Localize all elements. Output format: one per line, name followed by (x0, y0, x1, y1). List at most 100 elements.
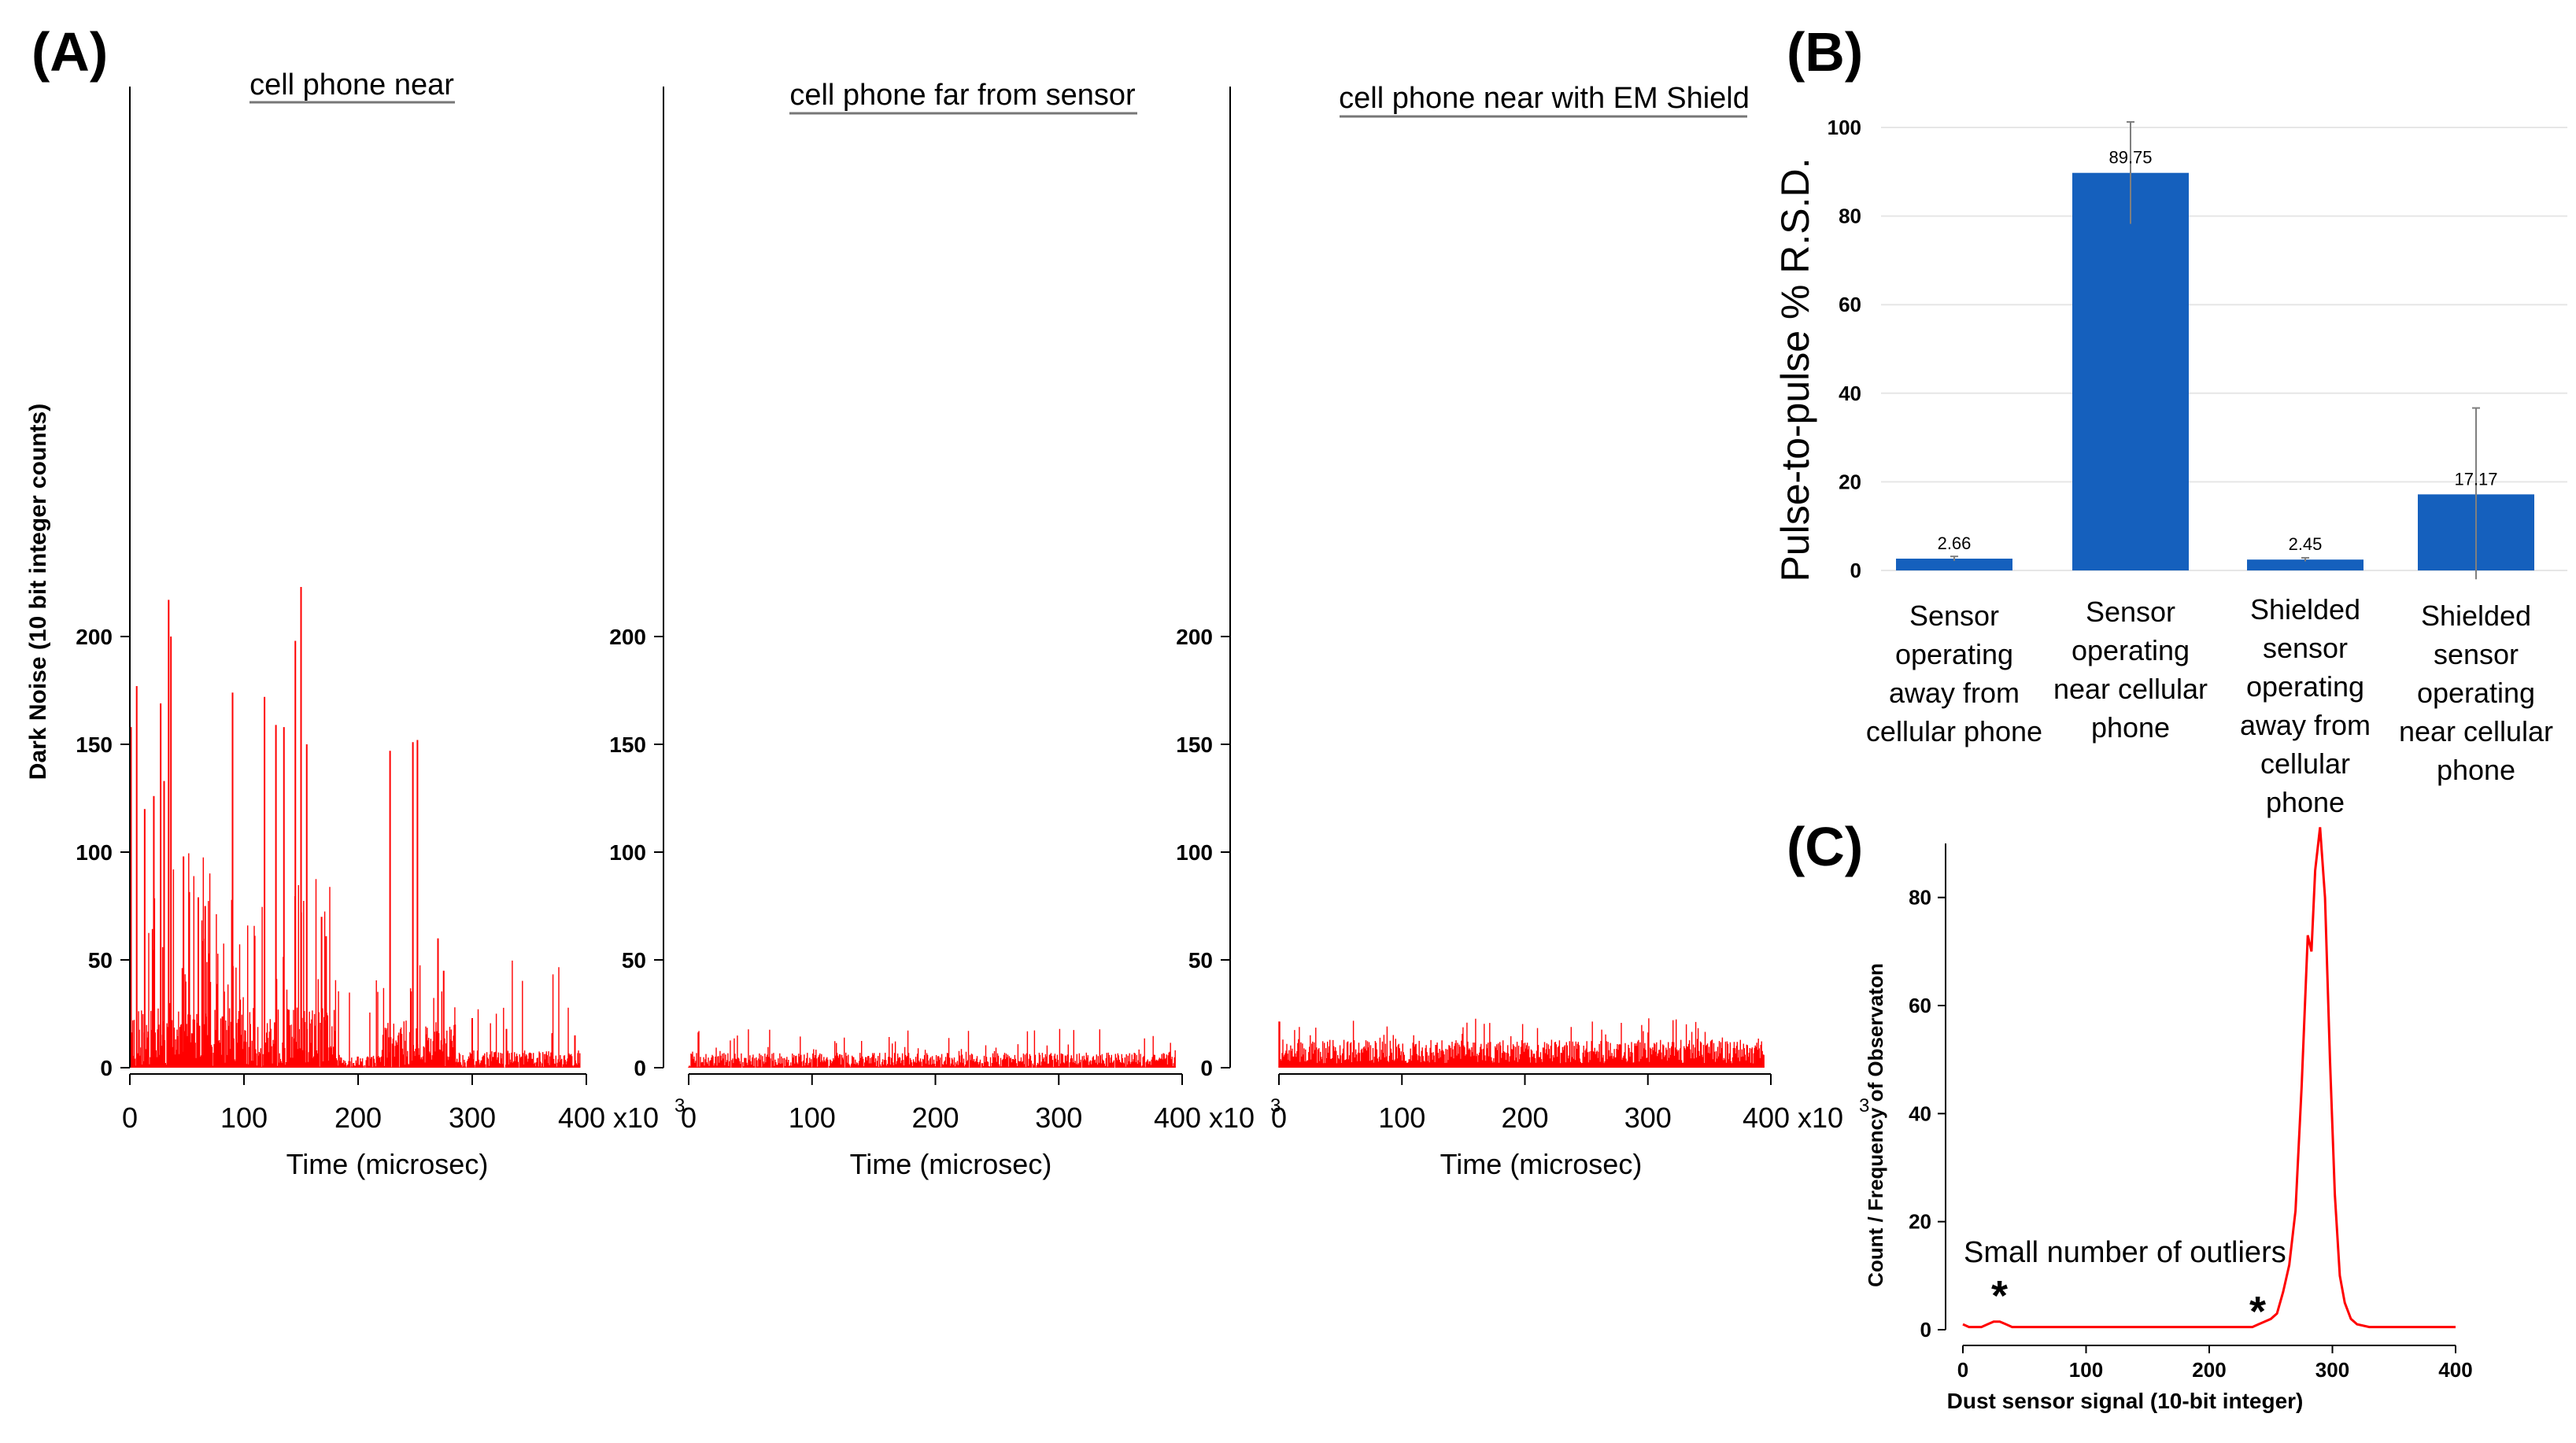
x-tick-label: 400 (2438, 1358, 2472, 1382)
panel-b-ylabel: Pulse-to-pulse % R.S.D. (1773, 157, 1817, 581)
noise-trace (129, 853, 581, 1068)
category-label-line: Shielded (2421, 600, 2531, 632)
y-tick-label: 50 (88, 948, 113, 972)
y-tick-label: 150 (609, 733, 646, 757)
subplot-title: cell phone near (249, 68, 454, 101)
subplot-cell-phone-near: cell phone near 0 50 100 150 200 0 100 200 300 4… (76, 68, 685, 1180)
x-tick-label: 0 (1957, 1358, 1968, 1382)
x-ticks: 0 100 200 300 400 x10 3 (122, 1074, 685, 1134)
y-tick-label: 100 (609, 840, 646, 865)
y-tick-label: 0 (1920, 1318, 1931, 1342)
panel-c-line-chart: Count / Frequency of Observaton 0 20 40 60 8… (1864, 827, 2473, 1413)
frequency-line (1962, 827, 2456, 1329)
x-tick-label: 100 (789, 1102, 836, 1134)
x-tick-exponent: 3 (1859, 1095, 1869, 1116)
y-tick-label: 0 (1850, 559, 1861, 582)
category-label-line: Sensor (1909, 600, 1999, 632)
category-label-line: near cellular (2399, 715, 2553, 747)
category-labels: Sensor operating away from cellular phone Se… (1866, 593, 2553, 818)
x-tick-label-last: 400 x10 (558, 1102, 659, 1134)
x-tick-label: 100 (220, 1102, 268, 1134)
x-axis-label: Time (microsec) (1440, 1148, 1643, 1180)
y-ticks: 0 50 100 150 200 (609, 625, 663, 1080)
x-tick-exponent: 3 (1270, 1095, 1281, 1116)
x-tick-label: 300 (449, 1102, 496, 1134)
x-tick-label: 200 (911, 1102, 959, 1134)
x-axis-label: Time (microsec) (286, 1148, 489, 1180)
data-label-3: 2.45 (2289, 534, 2323, 554)
data-label-2: 89.75 (2108, 148, 2152, 168)
outlier-marker-2: * (2249, 1288, 2266, 1335)
y-tick-label: 150 (1176, 733, 1213, 757)
x-axis-label: Time (microsec) (850, 1148, 1052, 1180)
y-tick-label: 80 (1839, 205, 1861, 228)
category-label-line: operating (2417, 677, 2535, 709)
x-tick-label: 0 (1271, 1102, 1287, 1134)
subplot-cell-phone-shielded: cell phone near with EM Shield 0 50 100 150… (1176, 82, 1869, 1180)
subplot-title: cell phone far from sensor (789, 79, 1136, 112)
category-label-line: Sensor (2086, 596, 2175, 628)
x-tick-label: 300 (2315, 1358, 2349, 1382)
bar-1 (1896, 559, 2012, 570)
noise-trace (688, 1028, 1176, 1068)
x-tick-label: 100 (1378, 1102, 1425, 1134)
category-label-line: operating (2246, 670, 2364, 703)
subplot-title: cell phone near with EM Shield (1339, 82, 1750, 115)
category-label-line: operating (1895, 638, 2013, 670)
category-label-line: Shielded (2250, 593, 2360, 626)
category-label-line: away from (1889, 677, 2020, 709)
x-tick-label: 0 (681, 1102, 697, 1134)
x-tick-label: 300 (1035, 1102, 1082, 1134)
category-label-line: phone (2091, 711, 2170, 744)
category-label-line: sensor (2434, 638, 2519, 670)
outlier-marker-1: * (1991, 1272, 2008, 1319)
x-tick-label-last: 400 x10 (1154, 1102, 1255, 1134)
y-tick-label: 50 (622, 948, 646, 972)
data-label-4: 17.17 (2454, 469, 2497, 489)
y-tick-label: 0 (1200, 1056, 1213, 1080)
noise-trace (1278, 1018, 1765, 1068)
y-tick-label: 150 (76, 733, 113, 757)
panel-b-bar-chart: Pulse-to-pulse % R.S.D. 0 20 40 60 80 100 2.6… (1773, 116, 2567, 818)
y-tick-label: 100 (76, 840, 113, 865)
category-label-line: sensor (2263, 632, 2348, 664)
x-tick-label: 200 (1501, 1102, 1548, 1134)
panel-label-c: (C) (1787, 816, 1863, 877)
subplot-cell-phone-far: cell phone far from sensor 050100150200 … (609, 79, 1281, 1180)
x-axis-label: Dust sensor signal (10-bit integer) (1947, 1389, 2304, 1413)
trace-group (129, 586, 581, 1068)
x-tick-label-last: 400 x10 (1743, 1102, 1843, 1134)
y-tick-label: 200 (1176, 625, 1213, 649)
x-ticks: 0 100 200 300 400 x10 3 (1271, 1074, 1869, 1134)
y-tick-label: 0 (634, 1056, 646, 1080)
y-tick-label: 60 (1839, 293, 1861, 316)
panel-a-ylabel: Dark Noise (10 bit integer counts) (25, 404, 51, 780)
y-tick-label: 100 (1828, 116, 1861, 139)
y-ticks: 0 20 40 60 80 (1909, 886, 1946, 1342)
panel-c-ylabel: Count / Frequency of Observaton (1864, 963, 1887, 1287)
outliers-annotation: Small number of outliers (1964, 1236, 2286, 1269)
category-label-line: operating (2072, 634, 2190, 666)
category-label-line: phone (2437, 754, 2515, 786)
y-tick-label: 50 (1188, 948, 1213, 972)
bar-group: 2.66 89.75 2.45 17.17 (1896, 120, 2534, 580)
x-tick-label: 100 (2069, 1358, 2103, 1382)
x-ticks: 0 100 200 300 400 (1957, 1345, 2473, 1382)
y-tick-label: 80 (1909, 886, 1931, 910)
y-tick-label: 60 (1909, 994, 1931, 1017)
y-tick-label: 20 (1909, 1210, 1931, 1234)
category-label-line: phone (2266, 786, 2345, 818)
panel-label-a: (A) (31, 21, 108, 83)
y-ticks: 0 50 100 150 200 (1176, 625, 1230, 1080)
category-label-line: cellular phone (1866, 715, 2042, 747)
y-tick-label: 40 (1839, 382, 1861, 405)
y-tick-label: 40 (1909, 1102, 1931, 1125)
category-label-line: cellular (2260, 747, 2350, 780)
category-label-line: away from (2240, 709, 2371, 741)
y-tick-label: 20 (1839, 470, 1861, 493)
y-tick-label: 100 (1176, 840, 1213, 865)
bar-2 (2072, 172, 2189, 570)
x-tick-label: 200 (334, 1102, 382, 1134)
